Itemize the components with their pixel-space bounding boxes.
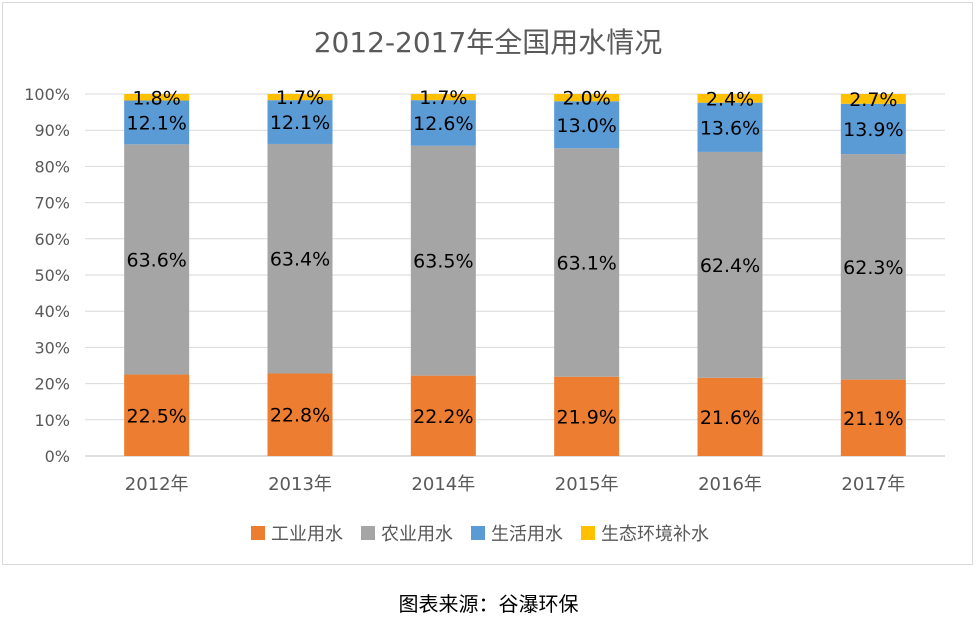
x-tick-label: 2013年 [268,474,332,495]
y-tick-label: 90% [34,121,70,140]
bar-segment [410,375,476,456]
data-label: 22.5% [126,405,186,427]
bar-segment [124,374,190,456]
bar-segment [410,94,476,101]
data-label: 2.4% [706,88,754,110]
data-label: 21.1% [843,408,903,430]
data-label: 62.4% [700,255,760,277]
data-label: 21.9% [556,406,616,428]
y-tick-label: 60% [34,230,70,249]
legend-label: 生活用水 [491,524,563,545]
bar-segment [267,143,333,374]
y-tick-label: 10% [34,411,70,430]
legend-swatch [471,526,485,540]
data-label: 1.7% [419,87,467,109]
y-tick-label: 70% [34,194,70,213]
y-tick-label: 20% [34,375,70,394]
data-label: 22.2% [413,406,473,428]
legend-label: 农业用水 [381,524,453,545]
bar-segment [124,100,190,145]
y-tick-label: 40% [34,302,70,321]
y-tick-label: 80% [34,157,70,176]
bar-segment [267,100,333,144]
data-label: 63.1% [556,253,616,275]
data-label: 62.3% [843,257,903,279]
data-label: 22.8% [270,405,330,427]
legend-swatch [251,526,265,540]
data-label: 21.6% [700,407,760,429]
data-label: 2.0% [563,88,611,110]
legend-label: 生态环境补水 [601,524,709,545]
data-label: 12.1% [270,112,330,134]
x-tick-label: 2015年 [555,474,619,495]
bar-segment [697,102,763,152]
data-label: 2.7% [849,89,897,111]
y-tick-label: 30% [34,338,70,357]
bar-segment [554,376,620,456]
bar-segment [840,94,906,104]
legend-label: 工业用水 [271,524,343,545]
data-label: 12.1% [126,112,186,134]
legend-swatch [581,526,595,540]
bar-segment [554,148,620,377]
bar-segment [697,377,763,456]
data-label: 63.4% [270,249,330,271]
stacked-bar-chart: 2012-2017年全国用水情况 0% 10% 20% 30% 40% 50% 60% 70% 8… [24,26,945,545]
bar-segment [840,379,906,456]
bar-segment [840,103,906,155]
x-tick-label: 2014年 [411,474,475,495]
legend-swatch [361,526,375,540]
bar-segment [840,154,906,380]
bar-segment [554,94,620,102]
y-tick-label: 100% [24,85,70,104]
y-tick-label: 50% [34,266,70,285]
data-label: 13.6% [700,117,760,139]
data-label: 1.7% [276,87,324,109]
bar-segment [267,373,333,456]
data-label: 12.6% [413,113,473,135]
x-tick-label: 2017年 [841,474,905,495]
source-note: 图表来源：谷瀑环保 [398,592,579,616]
data-label: 1.8% [133,87,181,109]
x-tick-label: 2016年 [698,474,762,495]
x-tick-label: 2012年 [125,474,189,495]
data-label: 13.0% [556,115,616,137]
bar-segment [124,144,190,375]
chart-title: 2012-2017年全国用水情况 [314,26,663,59]
bar-segment [554,101,620,149]
data-label: 63.6% [126,249,186,271]
bar-segment [124,94,190,101]
bar-segment [697,151,763,378]
data-label: 13.9% [843,119,903,141]
bar-segment [410,100,476,146]
bar-segment [410,145,476,376]
bar-segment [697,94,763,103]
bar-segment [267,94,333,101]
data-label: 63.5% [413,251,473,273]
y-tick-label: 0% [45,447,70,466]
